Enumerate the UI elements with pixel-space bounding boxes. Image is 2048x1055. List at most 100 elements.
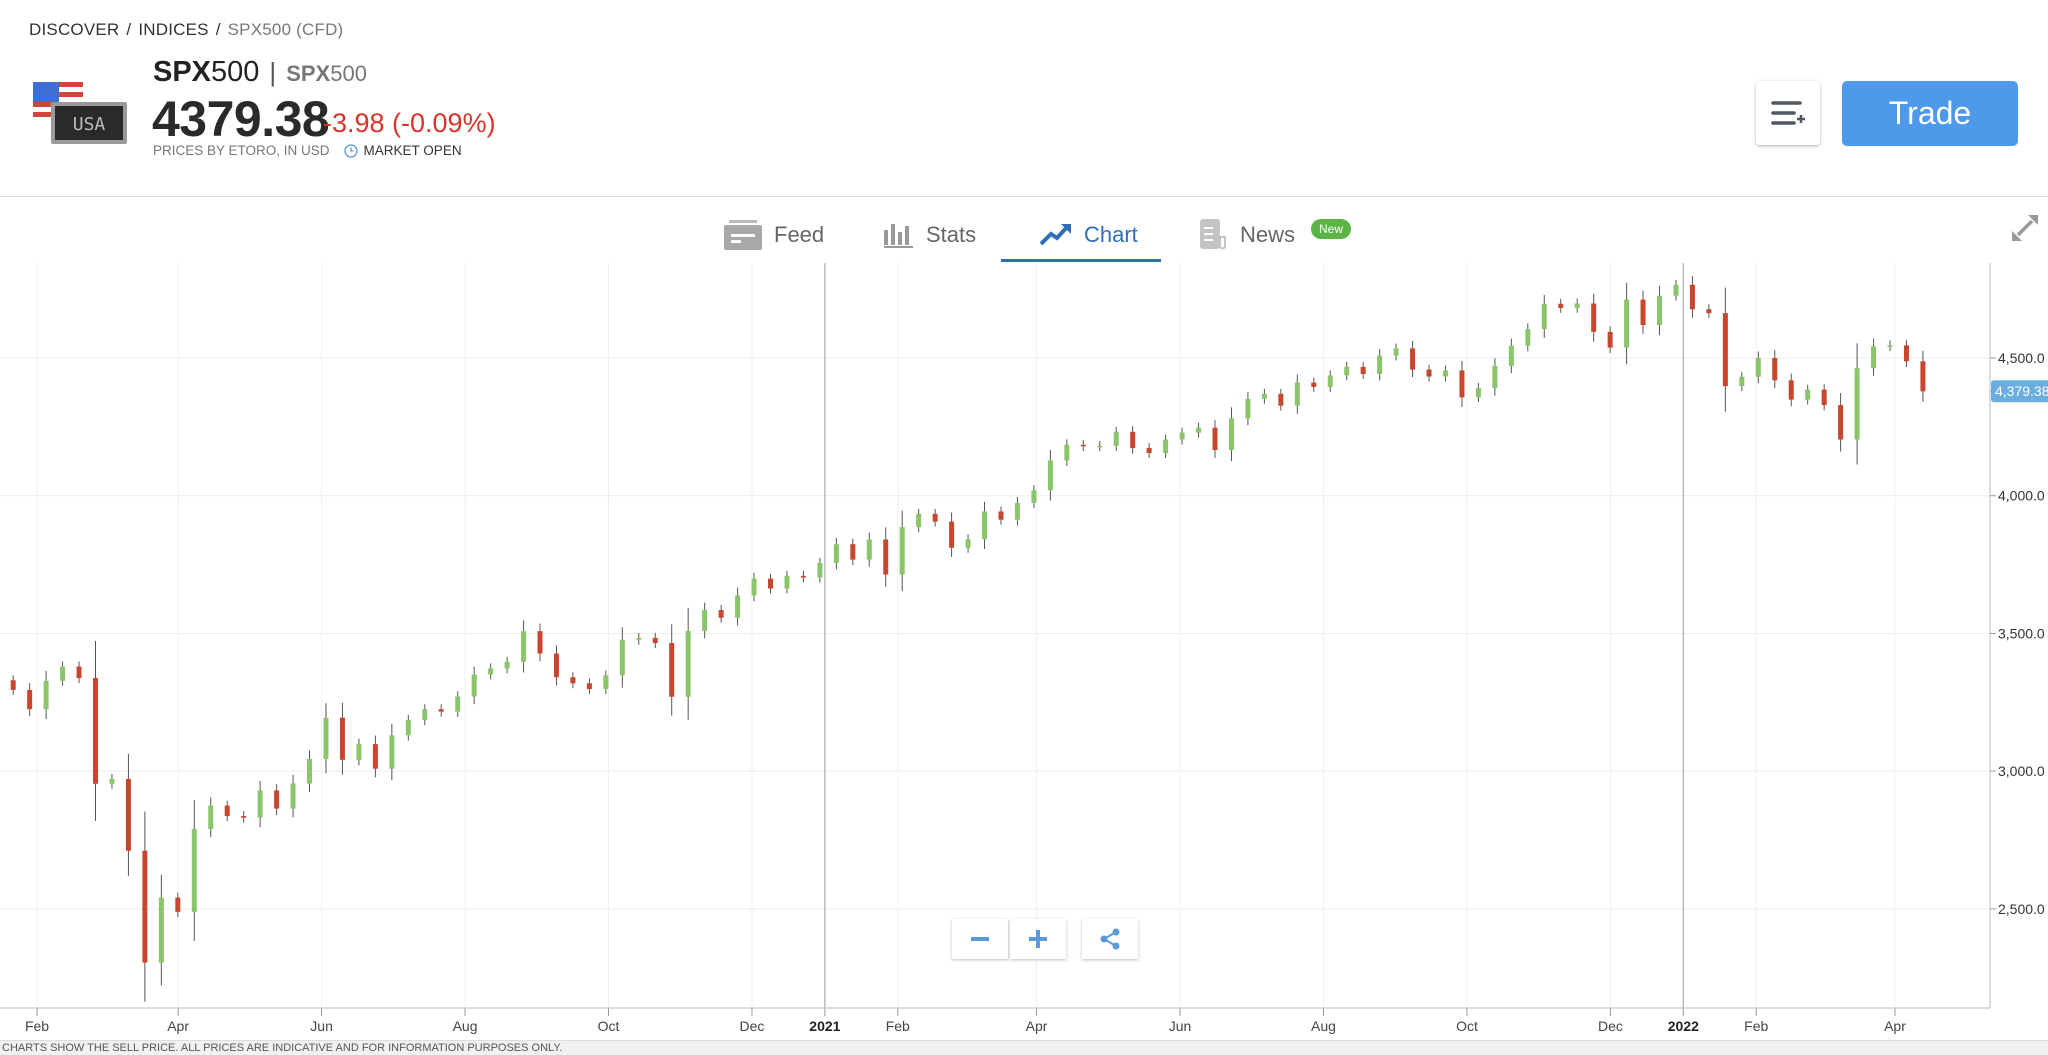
- candle-body: [438, 709, 444, 712]
- chart-grid: [0, 263, 1990, 1008]
- candle-body: [1344, 366, 1350, 376]
- tab-feed[interactable]: Feed: [724, 207, 824, 262]
- clock-icon: [343, 143, 358, 158]
- candle-body: [1245, 398, 1251, 419]
- tab-news-label: News: [1240, 221, 1296, 247]
- candle-body: [471, 674, 477, 697]
- instrument-title: SPX500 | SPX500: [153, 56, 367, 89]
- candle-body: [850, 544, 856, 560]
- candle-body: [1064, 444, 1070, 461]
- tab-stats-label: Stats: [926, 221, 977, 247]
- candle-body: [76, 666, 82, 679]
- tab-chart[interactable]: Chart: [1040, 207, 1138, 262]
- share-button[interactable]: [1082, 919, 1138, 959]
- sub-symbol-rest: 500: [330, 61, 367, 86]
- tab-stats[interactable]: Stats: [884, 207, 976, 262]
- chart-axes: 2,500.0 3,000.0 3,500.0 4,000.0 4,500.0 Feb Ap…: [0, 263, 2048, 1034]
- minus-icon: [971, 937, 989, 941]
- candle-body: [800, 575, 806, 578]
- market-status: MARKET OPEN: [343, 143, 462, 158]
- candle-body: [586, 683, 592, 690]
- candle-body: [949, 521, 955, 548]
- x-tick-label: Feb: [1744, 1018, 1768, 1034]
- disclaimer: CHARTS SHOW THE SELL PRICE. ALL PRICES A…: [0, 1040, 2048, 1055]
- tab-chart-label: Chart: [1084, 221, 1138, 247]
- candle-body: [1788, 380, 1794, 400]
- candle-body: [1689, 284, 1695, 310]
- candle-body: [1228, 418, 1234, 451]
- expand-icon[interactable]: [2010, 213, 2040, 243]
- candle-body: [619, 639, 625, 676]
- x-tick-label: Feb: [25, 1018, 49, 1034]
- candle-body: [652, 637, 658, 644]
- candle-body: [1591, 303, 1597, 332]
- flag-label: USA: [73, 114, 106, 135]
- add-to-watchlist-button[interactable]: [1756, 81, 1820, 145]
- breadcrumb-current: SPX500 (CFD): [227, 20, 344, 39]
- y-tick-label: 2,500.0: [1998, 901, 2045, 917]
- x-tick-label: 2022: [1668, 1018, 1699, 1034]
- candle-body: [1212, 427, 1218, 451]
- zoom-out-button[interactable]: [952, 919, 1008, 959]
- candle-body: [257, 790, 263, 818]
- symbol-bold: SPX: [153, 56, 212, 88]
- candle-body: [1920, 361, 1926, 392]
- candle-body: [1706, 309, 1712, 314]
- candle-body: [93, 678, 99, 784]
- candle-body: [767, 578, 773, 589]
- candle-body: [1854, 368, 1860, 440]
- candle-body: [1640, 299, 1646, 325]
- candle-body: [504, 661, 510, 669]
- candle-body: [1426, 369, 1432, 377]
- breadcrumb-indices[interactable]: INDICES: [138, 20, 209, 39]
- current-price-label-bg: [1991, 380, 2048, 403]
- candle-body: [1903, 345, 1909, 362]
- candle-body: [1657, 295, 1663, 325]
- candle-body: [932, 513, 938, 522]
- candle-body: [1492, 366, 1498, 389]
- candle-body: [1722, 313, 1728, 387]
- share-icon: [1100, 928, 1120, 950]
- candle-body: [175, 897, 181, 912]
- candle-body: [1805, 389, 1811, 400]
- candle-body: [751, 578, 757, 596]
- candle-body: [570, 677, 576, 684]
- breadcrumb-discover[interactable]: DISCOVER: [29, 20, 120, 39]
- usa-flag-icon: USA: [33, 82, 127, 144]
- candle-body: [636, 637, 642, 640]
- candle-body: [1755, 358, 1761, 377]
- candle-body: [405, 720, 411, 736]
- list-plus-icon: [1771, 101, 1805, 125]
- trade-button[interactable]: Trade: [1842, 81, 2018, 146]
- candle-body: [521, 631, 527, 662]
- candle-body: [1294, 382, 1300, 406]
- x-tick-label: Aug: [1311, 1018, 1336, 1034]
- candle-body: [1525, 329, 1531, 346]
- candle-body: [307, 759, 313, 784]
- tab-news[interactable]: News New: [1198, 207, 1352, 262]
- candle-body: [1311, 382, 1317, 387]
- candle-body: [10, 680, 16, 690]
- candle-body: [1047, 460, 1053, 491]
- candle-body: [1887, 345, 1893, 347]
- bar-chart-icon: [884, 223, 913, 248]
- header-divider: [0, 196, 2048, 197]
- candle-body: [1080, 444, 1086, 447]
- candle-body: [60, 666, 66, 681]
- candle-body: [1163, 439, 1169, 454]
- candle-body: [883, 539, 889, 575]
- zoom-in-button[interactable]: [1010, 919, 1066, 959]
- price-chart[interactable]: 2,500.0 3,000.0 3,500.0 4,000.0 4,500.0 Feb Ap…: [0, 263, 2048, 1040]
- y-tick-label: 4,500.0: [1998, 350, 2045, 366]
- candle-body: [1146, 448, 1152, 454]
- prices-by: PRICES BY ETORO, IN USD: [153, 143, 330, 158]
- candle-body: [191, 828, 197, 912]
- candle-body: [1113, 431, 1119, 446]
- candle-body: [1360, 366, 1366, 374]
- zoom-controls: [952, 919, 1138, 959]
- candle-body: [784, 575, 790, 589]
- x-tick-label: Apr: [1026, 1018, 1048, 1034]
- candle-body: [422, 709, 428, 721]
- candle-body: [982, 511, 988, 540]
- candle-body: [916, 513, 922, 528]
